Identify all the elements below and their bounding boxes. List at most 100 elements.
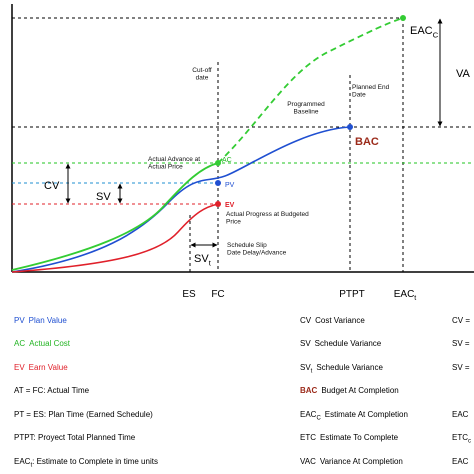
legend-item: CV Cost Variance: [300, 316, 365, 325]
pv-point: [215, 180, 221, 186]
legend-item: EACC Estimate At Completion: [300, 410, 408, 422]
annotation: Date: [352, 92, 366, 99]
legend-text: Earn Value: [29, 363, 69, 372]
legend-text: Estimate To Complete: [320, 433, 399, 442]
pv-label: PV: [225, 182, 235, 189]
legend-text: PTPT: Proyect Total Planned Time: [14, 433, 136, 442]
eac-point: [400, 15, 406, 21]
ev-label: EV: [225, 202, 235, 209]
annotation: Actual Progress at Budgeted: [226, 211, 309, 218]
legend-item: SV =: [452, 363, 470, 372]
legend-abbr: SV: [300, 339, 311, 348]
legend-abbr: EAC: [452, 410, 469, 419]
legend-text: PT = ES: Plan Time (Earned Schedule): [14, 410, 153, 419]
vac-label: VA: [456, 68, 471, 80]
legend-sub: c: [468, 439, 471, 445]
legend-abbr: CV: [300, 316, 312, 325]
guides: [12, 17, 474, 272]
legend-abbr: EAC: [452, 457, 469, 466]
legend-item: SVt Schedule Variance: [300, 363, 383, 375]
annotation: Actual Price: [148, 164, 183, 171]
legend-text: SV =: [452, 339, 470, 348]
annotation: Planned End: [352, 84, 390, 91]
legend-item: SV Schedule Variance: [300, 339, 382, 348]
legend-item: EAC: [452, 410, 469, 419]
legend-abbr: BAC: [300, 386, 318, 395]
legend-abbr: AC: [14, 339, 25, 348]
annotation: Programmed: [287, 101, 325, 108]
legend-item: SV =: [452, 339, 470, 348]
legend-abbr: EAC: [300, 410, 317, 419]
legend-item: AT = FC: Actual Time: [14, 386, 90, 395]
label-main: PTPT: [339, 289, 365, 300]
label: EACt: [394, 289, 417, 302]
annotation: Schedule Slip: [227, 242, 267, 249]
cv-label: CV: [44, 180, 60, 192]
legend-text: Variance At Completion: [320, 457, 403, 466]
legend-item: PT = ES: Plan Time (Earned Schedule): [14, 410, 153, 419]
legend-abbr: VAC: [300, 457, 316, 466]
legend-text: Schedule Variance: [315, 339, 382, 348]
label-sub: C: [433, 30, 439, 39]
legend-item: CV =: [452, 316, 470, 325]
legend-text: CV =: [452, 316, 470, 325]
legend-text: : Estimate to Complete in time units: [32, 457, 158, 466]
label-main: SV: [194, 253, 209, 265]
label-main: EAC: [394, 289, 415, 300]
legend-text: Estimate At Completion: [325, 410, 408, 419]
legend-item: VAC Variance At Completion: [300, 457, 403, 466]
legend-item: EACt: Estimate to Complete in time units: [14, 457, 158, 469]
label: SVt: [194, 253, 212, 267]
legend-item: PV Plan Value: [14, 316, 67, 325]
legend-sub: t: [30, 463, 32, 469]
annotation: date: [196, 75, 209, 82]
label: EACC: [410, 25, 439, 39]
bac-point: [347, 124, 353, 130]
ac-point: [215, 160, 221, 166]
legend-text: SV =: [452, 363, 470, 372]
label-main: FC: [211, 289, 224, 300]
label-sub: t: [209, 258, 212, 267]
legend-abbr: ETC: [300, 433, 316, 442]
legend-abbr: SV: [300, 363, 311, 372]
legend-item: EAC: [452, 457, 469, 466]
legend-sub: t: [311, 369, 313, 375]
bac-label: BAC: [355, 136, 379, 148]
legend-text: Plan Value: [29, 316, 68, 325]
legend-item: PTPT: Proyect Total Planned Time: [14, 433, 136, 442]
ev-point: [215, 201, 221, 207]
legend-abbr: PV: [14, 316, 25, 325]
legend-abbr: ETC: [452, 433, 468, 442]
annotation: Cut-off: [192, 67, 212, 74]
legend-text: Budget At Completion: [321, 386, 398, 395]
legend-abbr: EV: [14, 363, 25, 372]
ac-label: AC: [222, 157, 232, 164]
legend-text: Schedule Variance: [316, 363, 383, 372]
legend-item: ETC Estimate To Complete: [300, 433, 399, 442]
legend-text: Cost Variance: [315, 316, 365, 325]
ac-curve: [11, 162, 219, 271]
pv-curve: [11, 126, 351, 273]
legend-item: AC Actual Cost: [14, 339, 71, 348]
annotation: Baseline: [294, 109, 319, 116]
legend-abbr: EAC: [14, 457, 31, 466]
label-main: EAC: [410, 25, 433, 37]
legend-item: BAC Budget At Completion: [300, 386, 399, 395]
legend: PV Plan Value AC Actual Cost EV Earn Value AT …: [14, 316, 471, 469]
label-sub: t: [414, 295, 416, 302]
sv-label: SV: [96, 191, 111, 203]
label: PTPT: [339, 289, 365, 300]
legend-text: Actual Cost: [29, 339, 71, 348]
legend-item: EV Earn Value: [14, 363, 68, 372]
label-main: ES: [182, 289, 196, 300]
label: FC: [211, 289, 224, 300]
annotation: Price: [226, 219, 241, 226]
legend-text: AT = FC: Actual Time: [14, 386, 90, 395]
annotation: Date Delay/Advance: [227, 250, 287, 257]
label: ES: [182, 289, 196, 300]
legend-item: ETCc: [452, 433, 471, 445]
ev-curve: [11, 203, 219, 273]
